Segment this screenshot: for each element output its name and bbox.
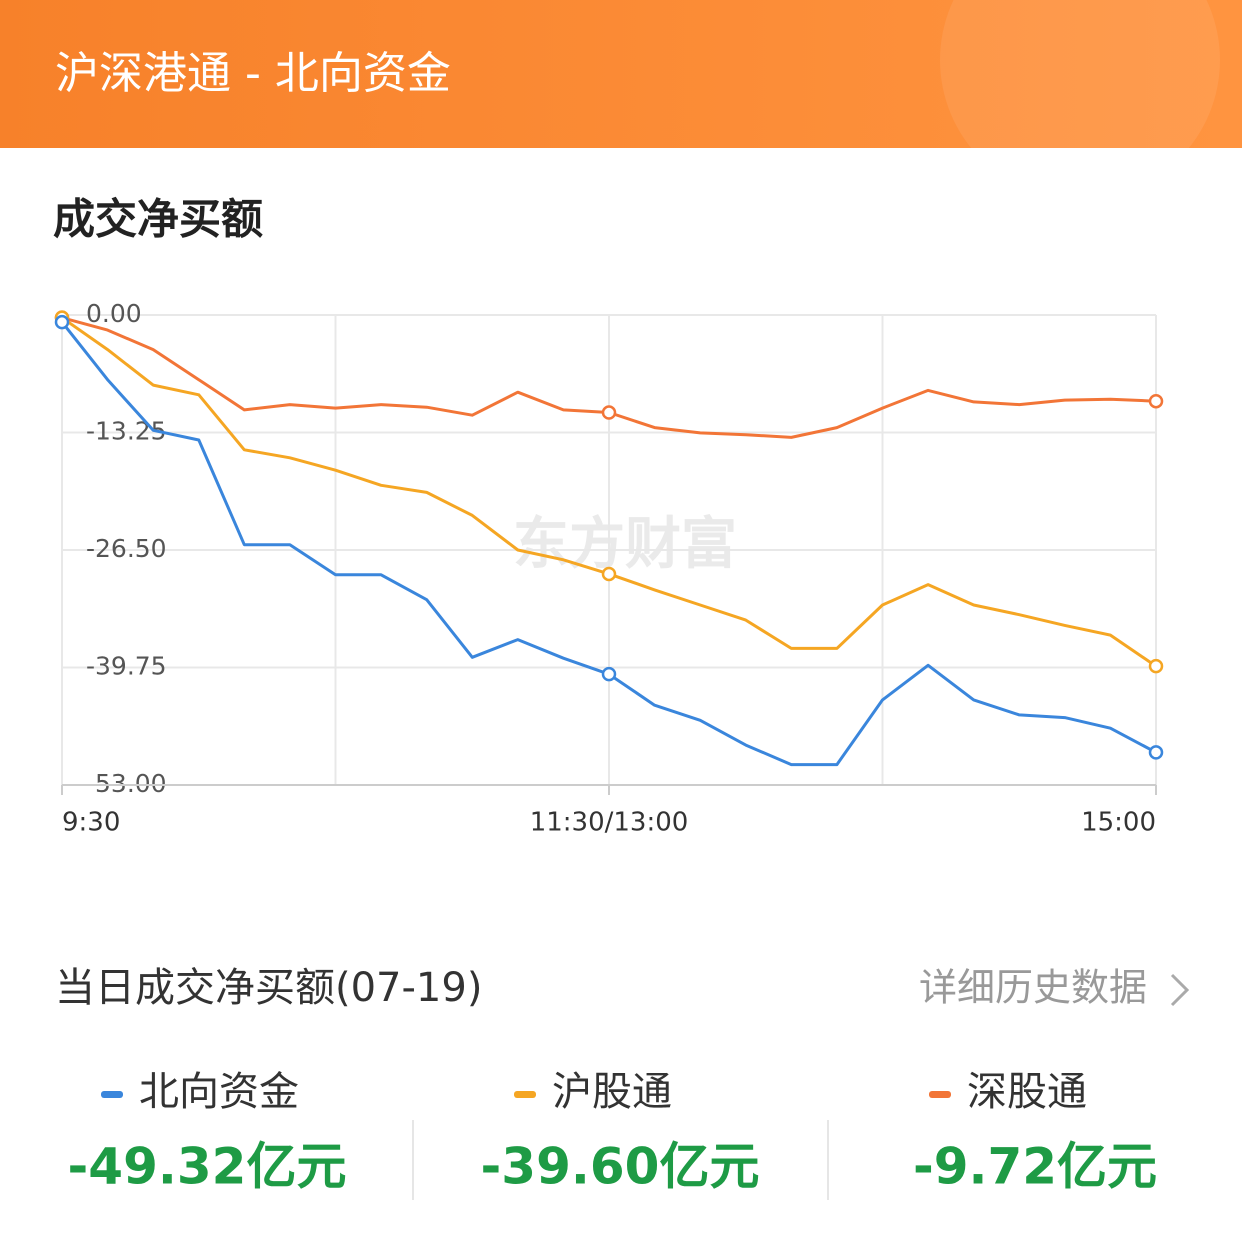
point-marker xyxy=(1150,746,1162,758)
legend-swatch xyxy=(514,1091,536,1098)
point-marker xyxy=(603,668,615,680)
legend-swatch xyxy=(929,1091,951,1098)
screen: 沪深港通 - 北向资金 成交净买额 东方财富0.00-13.25-26.50-3… xyxy=(0,0,1242,1253)
x-tick-label: 11:30/13:00 xyxy=(530,808,689,838)
x-tick-label: 9:30 xyxy=(62,808,120,838)
point-marker xyxy=(1150,660,1162,672)
legend-name: 深股通 xyxy=(967,1069,1087,1115)
summary-title: 当日成交净买额(07-19) xyxy=(55,965,482,1011)
summary-value: -39.60亿元 xyxy=(481,1138,760,1196)
legend-swatch xyxy=(101,1091,123,1098)
watermark: 东方财富 xyxy=(513,512,737,577)
point-marker xyxy=(1150,395,1162,407)
summary-value: -9.72亿元 xyxy=(913,1138,1157,1196)
y-tick-label: -53.00 xyxy=(86,769,167,798)
legend-name: 沪股通 xyxy=(552,1069,672,1115)
chevron[interactable] xyxy=(1172,975,1187,1005)
summary-value: -49.32亿元 xyxy=(68,1138,347,1196)
point-marker xyxy=(56,316,68,328)
x-tick-label: 15:00 xyxy=(1081,808,1156,838)
page: 沪深港通 - 北向资金 成交净买额 东方财富0.00-13.25-26.50-3… xyxy=(0,0,1242,1253)
y-tick-label: 0.00 xyxy=(86,299,142,328)
point-marker xyxy=(603,568,615,580)
y-tick-label: -26.50 xyxy=(86,534,167,563)
summary: 北向资金 -49.32亿元 沪股通 -39.60亿元 深股通 -9.72亿元 xyxy=(68,1069,1158,1196)
legend-name: 北向资金 xyxy=(139,1069,299,1115)
chart: 东方财富0.00-13.25-26.50-39.75-53.009:3011:3… xyxy=(56,299,1162,838)
section-title: 成交净买额 xyxy=(53,195,263,244)
y-tick-label: -39.75 xyxy=(86,652,167,681)
history-link[interactable]: 详细历史数据 xyxy=(919,966,1147,1010)
point-marker xyxy=(603,407,615,419)
header-title: 沪深港通 - 北向资金 xyxy=(55,48,451,99)
header-decoration xyxy=(940,0,1220,200)
